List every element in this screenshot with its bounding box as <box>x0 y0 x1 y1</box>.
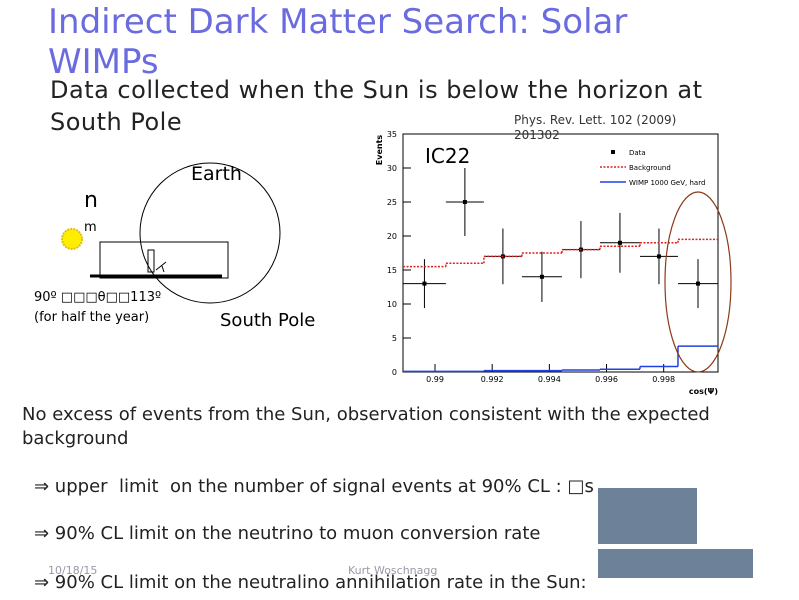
legend-label: Background <box>629 164 671 172</box>
ice-block <box>99 241 229 279</box>
legend-label: WIMP 1000 GeV, hard <box>629 179 705 187</box>
detector <box>147 249 155 273</box>
x-tick-label: 0.994 <box>538 375 561 384</box>
x-tick-label: 0.992 <box>481 375 504 384</box>
y-axis-label: Events <box>375 135 384 166</box>
y-tick-label: 35 <box>387 130 397 139</box>
x-tick-label: 0.99 <box>426 375 444 384</box>
slide-title: Indirect Dark Matter Search: Solar WIMPs <box>48 2 628 82</box>
citation: Phys. Rev. Lett. 102 (2009) 201302 <box>514 113 677 142</box>
legend-marker <box>611 150 615 154</box>
location-label: South Pole <box>220 310 315 331</box>
plot: 0 5 10 15 20 25 30 35 0.99 0.992 0.994 0.996 0.998 Ev… <box>375 130 718 396</box>
y-tick-label: 25 <box>387 198 397 207</box>
formula-image <box>598 488 697 544</box>
bullet: ⇒ 90% CL limit on the neutrino to muon c… <box>34 523 541 544</box>
y-tick-label: 10 <box>387 300 397 309</box>
legend-label: Data <box>629 149 646 157</box>
statement: No excess of events from the Sun, observ… <box>22 404 710 449</box>
y-tick-label: 20 <box>387 232 397 241</box>
data-point <box>539 274 544 279</box>
track <box>155 261 167 273</box>
footer-date: 10/18/15 <box>48 564 98 577</box>
data-point <box>656 254 661 259</box>
y-tick-label: 15 <box>387 266 397 275</box>
x-tick-label: 0.996 <box>595 375 618 384</box>
x-tick-label: 0.998 <box>652 375 675 384</box>
plot-frame <box>402 133 719 373</box>
y-tick-label: 0 <box>392 368 397 377</box>
highlight-ellipse <box>664 191 732 373</box>
period-label: (for half the year) <box>34 310 149 325</box>
nu-label: n <box>84 188 98 213</box>
sun <box>61 228 83 250</box>
earth-label: Earth <box>191 163 242 185</box>
y-tick-label: 5 <box>392 334 397 343</box>
formula-image <box>598 549 753 578</box>
earth-circle <box>139 162 281 304</box>
mu-label: m <box>84 220 97 235</box>
footer-author: Kurt Woschnagg <box>348 564 438 577</box>
data-point <box>617 240 622 245</box>
data-point <box>695 281 700 286</box>
bullet: ⇒ 90% CL limit on the neutralino annihil… <box>34 572 587 593</box>
y-tick-label: 30 <box>387 164 397 173</box>
plot-title: IC22 <box>425 144 470 168</box>
data-point <box>462 200 467 204</box>
subtitle: Data collected when the Sun is below the… <box>50 76 703 136</box>
angle-label: 90º □□□θ□□113º <box>34 290 161 305</box>
bullet: ⇒ upper limit on the number of signal ev… <box>34 476 594 497</box>
x-axis-label: cos(Ψ) <box>689 387 718 396</box>
data-point <box>422 281 427 286</box>
